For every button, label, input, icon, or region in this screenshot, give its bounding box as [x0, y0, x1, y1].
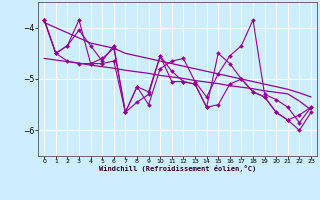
X-axis label: Windchill (Refroidissement éolien,°C): Windchill (Refroidissement éolien,°C): [99, 165, 256, 172]
